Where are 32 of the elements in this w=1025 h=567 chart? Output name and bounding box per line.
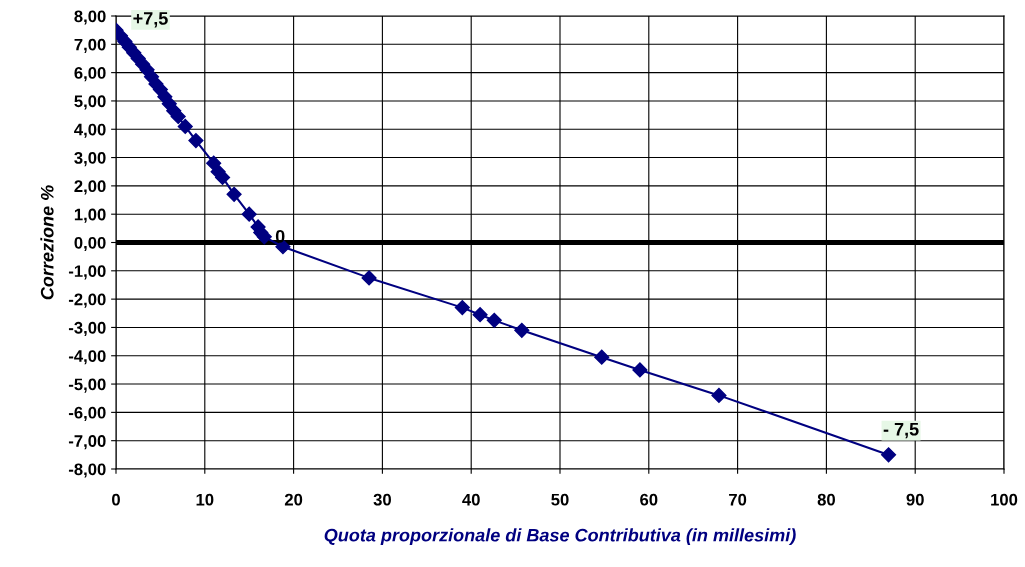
y-tick-label: -6,00 (68, 406, 106, 421)
y-tick-label: -3,00 (68, 321, 106, 337)
x-axis-title: Quota proporzionale di Base Contributiva (in millesimi) (324, 528, 796, 546)
y-tick-label: -4,00 (68, 350, 106, 365)
x-tick-label: 100 (991, 493, 1018, 506)
x-tick-label: 90 (906, 493, 924, 506)
x-tick-label: 80 (817, 493, 835, 506)
y-tick-label: 2,00 (74, 180, 106, 195)
x-tick-label: 50 (551, 493, 569, 506)
y-tick-label: 4,00 (74, 123, 106, 138)
x-tick-label: 60 (640, 493, 658, 506)
annotation: +7,5 (133, 12, 168, 28)
y-tick-label: 3,00 (74, 151, 106, 167)
x-tick-label: 0 (112, 493, 120, 506)
y-tick-label: 8,00 (74, 10, 106, 25)
y-tick-label: 5,00 (74, 95, 106, 110)
y-tick-label: 6,00 (74, 67, 106, 82)
y-axis-title: Correzione % (40, 185, 54, 300)
y-tick-label: -7,00 (68, 435, 106, 450)
x-tick-label: 20 (284, 493, 303, 506)
y-tick-label: 7,00 (74, 38, 106, 53)
y-tick-label: -1,00 (68, 265, 106, 280)
y-tick-label: -8,00 (68, 463, 106, 478)
y-tick-label: -5,00 (68, 378, 106, 393)
y-tick-label: 1,00 (74, 208, 106, 223)
x-tick-label: 30 (373, 493, 391, 506)
x-tick-label: 10 (196, 493, 214, 506)
y-tick-label: 0,00 (74, 236, 106, 252)
x-tick-label: 70 (729, 493, 747, 506)
annotation: - 7,5 (883, 422, 919, 439)
x-tick-label: 40 (462, 493, 480, 506)
y-tick-label: -2,00 (68, 293, 106, 308)
